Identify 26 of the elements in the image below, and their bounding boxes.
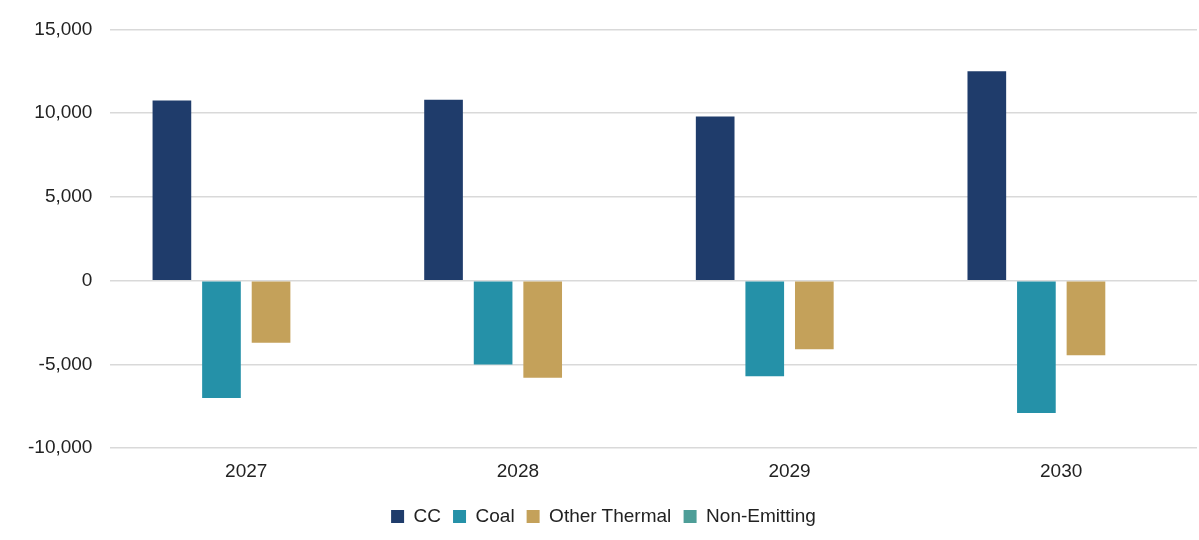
legend-label: Other Thermal: [549, 504, 672, 526]
bar: [473, 281, 513, 365]
bar: [1066, 281, 1106, 356]
legend-label: Non-Emitting: [706, 504, 816, 526]
bar: [251, 281, 291, 343]
bar: [967, 71, 1007, 280]
bar: [1017, 281, 1056, 414]
y-tick-label: 15,000: [34, 17, 93, 39]
x-tick-label: 2030: [1040, 459, 1083, 481]
y-tick-label: 5,000: [44, 185, 93, 207]
bar: [424, 99, 463, 280]
legend-label: CC: [413, 504, 442, 526]
x-tick-label: 2028: [496, 459, 540, 481]
x-tick-label: 2029: [768, 459, 811, 481]
bar: [202, 281, 241, 398]
bar: [745, 281, 785, 377]
bar: [523, 281, 563, 378]
bar: [152, 100, 192, 280]
bar: [794, 281, 834, 350]
y-tick-label: 10,000: [34, 101, 93, 123]
bar: [695, 116, 735, 280]
y-tick-label: 0: [81, 268, 93, 290]
y-tick-label: -5,000: [38, 352, 93, 374]
x-tick-label: 2027: [225, 459, 268, 481]
y-tick-label: -10,000: [27, 436, 93, 458]
legend-label: Coal: [475, 504, 515, 526]
